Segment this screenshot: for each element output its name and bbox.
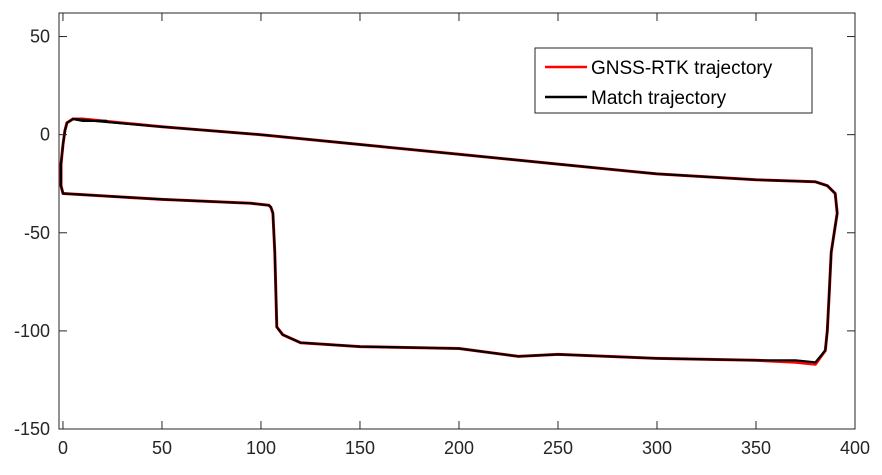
x-tick-label: 0 [58, 438, 68, 458]
y-tick-label: -50 [24, 223, 50, 243]
series-layer [59, 117, 839, 366]
y-tick-label: 50 [30, 27, 50, 47]
x-tick-label: 350 [741, 438, 771, 458]
x-tick-label: 50 [152, 438, 172, 458]
x-tick-label: 300 [642, 438, 672, 458]
x-tick-label: 150 [345, 438, 375, 458]
x-tick-label: 400 [840, 438, 870, 458]
x-tick-label: 250 [543, 438, 573, 458]
y-tick-label: -100 [14, 321, 50, 341]
tick-layer: 0 50 100 150 200 250 300 350 400 50 0 -50 -100 -150 [14, 13, 870, 458]
legend-label-match: Match trajectory [591, 88, 727, 109]
series-line-match [59, 117, 839, 364]
x-tick-label: 100 [246, 438, 276, 458]
y-tick-label: -150 [14, 419, 50, 439]
y-tick-label: 0 [40, 125, 50, 145]
x-tick-label: 200 [444, 438, 474, 458]
legend: GNSS-RTK trajectory Match trajectory [534, 47, 813, 114]
legend-box [534, 47, 813, 114]
axes-box [58, 12, 856, 430]
legend-label-gnss: GNSS-RTK trajectory [591, 58, 773, 79]
